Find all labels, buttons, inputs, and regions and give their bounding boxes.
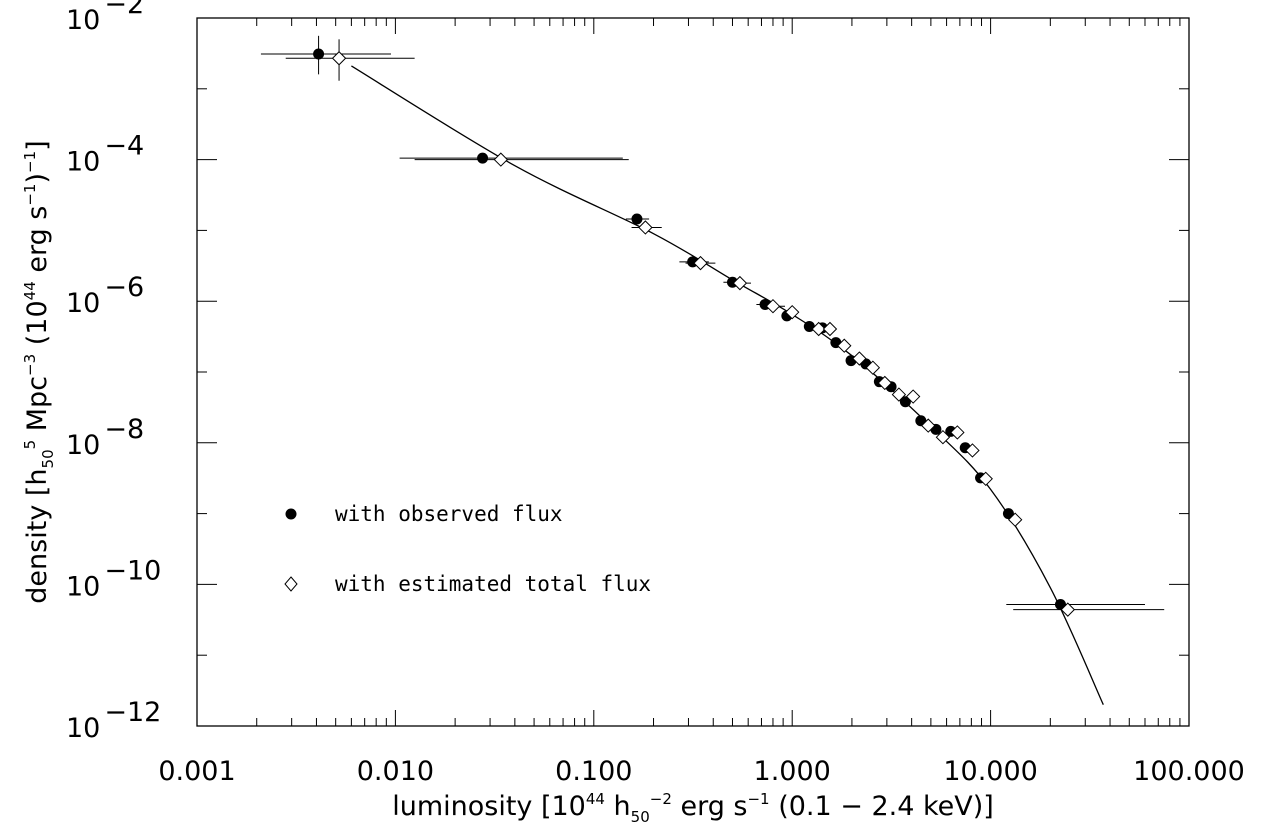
data-point-estimated [811, 321, 826, 337]
data-point-estimated [965, 443, 980, 458]
x-tick-label: 1.000 [754, 756, 831, 787]
x-axis-title: luminosity [1044 h50−2 erg s−1 (0.1 − 2.… [392, 790, 994, 826]
legend: with observed flux with estimated total … [284, 502, 651, 596]
y-tick-label: 10−12 [66, 697, 161, 744]
y-tick-labels: 10−12 10−10 10−8 10−6 10−4 10−2 [66, 0, 161, 744]
data-point-observed [899, 396, 911, 408]
data-point-observed [1002, 508, 1014, 520]
legend-label-estimated: with estimated total flux [335, 572, 651, 596]
y-axis-title: density [h505 Mpc−3 (1044 erg s−1)−1] [21, 140, 57, 603]
x-tick-label: 10.000 [943, 756, 1037, 787]
data-point-observed [313, 48, 325, 60]
axis-ticks [196, 17, 1190, 727]
x-tick-label: 100.000 [1133, 756, 1245, 787]
data-point-estimated [935, 429, 951, 445]
data-point-observed [477, 152, 489, 164]
legend-marker-observed [285, 508, 297, 520]
y-tick-label: 10−4 [66, 131, 144, 178]
data-point-estimated [865, 360, 881, 375]
x-tick-labels: 0.001 0.010 0.100 1.000 10.000 100.000 [158, 756, 1244, 787]
data-point-estimated [837, 338, 852, 353]
data-point-estimated [978, 471, 993, 487]
y-tick-label: 10−6 [66, 272, 144, 319]
data-point-estimated [1007, 512, 1023, 527]
data-point-estimated [822, 321, 838, 337]
data-points [260, 35, 1165, 617]
data-point-estimated [950, 425, 965, 440]
data-point-estimated [877, 375, 893, 391]
data-point-estimated [921, 418, 936, 433]
data-point-estimated [905, 389, 921, 404]
legend-marker-estimated [284, 576, 298, 592]
legend-label-observed: with observed flux [335, 502, 563, 526]
data-point-estimated [331, 51, 347, 66]
fit-curve [351, 65, 1104, 705]
data-point-estimated [891, 387, 907, 402]
y-tick-label: 10−2 [66, 0, 144, 36]
data-point-estimated [693, 255, 708, 271]
data-point-estimated [638, 220, 653, 235]
plot-frame [196, 17, 1190, 727]
series-estimated [285, 39, 1165, 617]
data-point-estimated [784, 304, 800, 320]
data-point-estimated [765, 298, 781, 314]
x-tick-label: 0.010 [357, 756, 434, 787]
data-point-estimated [493, 152, 509, 167]
y-tick-label: 10−10 [66, 555, 161, 602]
x-tick-label: 0.001 [158, 756, 235, 787]
y-tick-label: 10−8 [66, 414, 144, 461]
data-point-estimated [732, 275, 748, 291]
data-point-estimated [1060, 602, 1076, 617]
data-point-estimated [852, 351, 867, 366]
x-tick-label: 0.100 [555, 756, 632, 787]
data-point-observed [631, 213, 643, 225]
fit-curve-path [351, 65, 1104, 705]
